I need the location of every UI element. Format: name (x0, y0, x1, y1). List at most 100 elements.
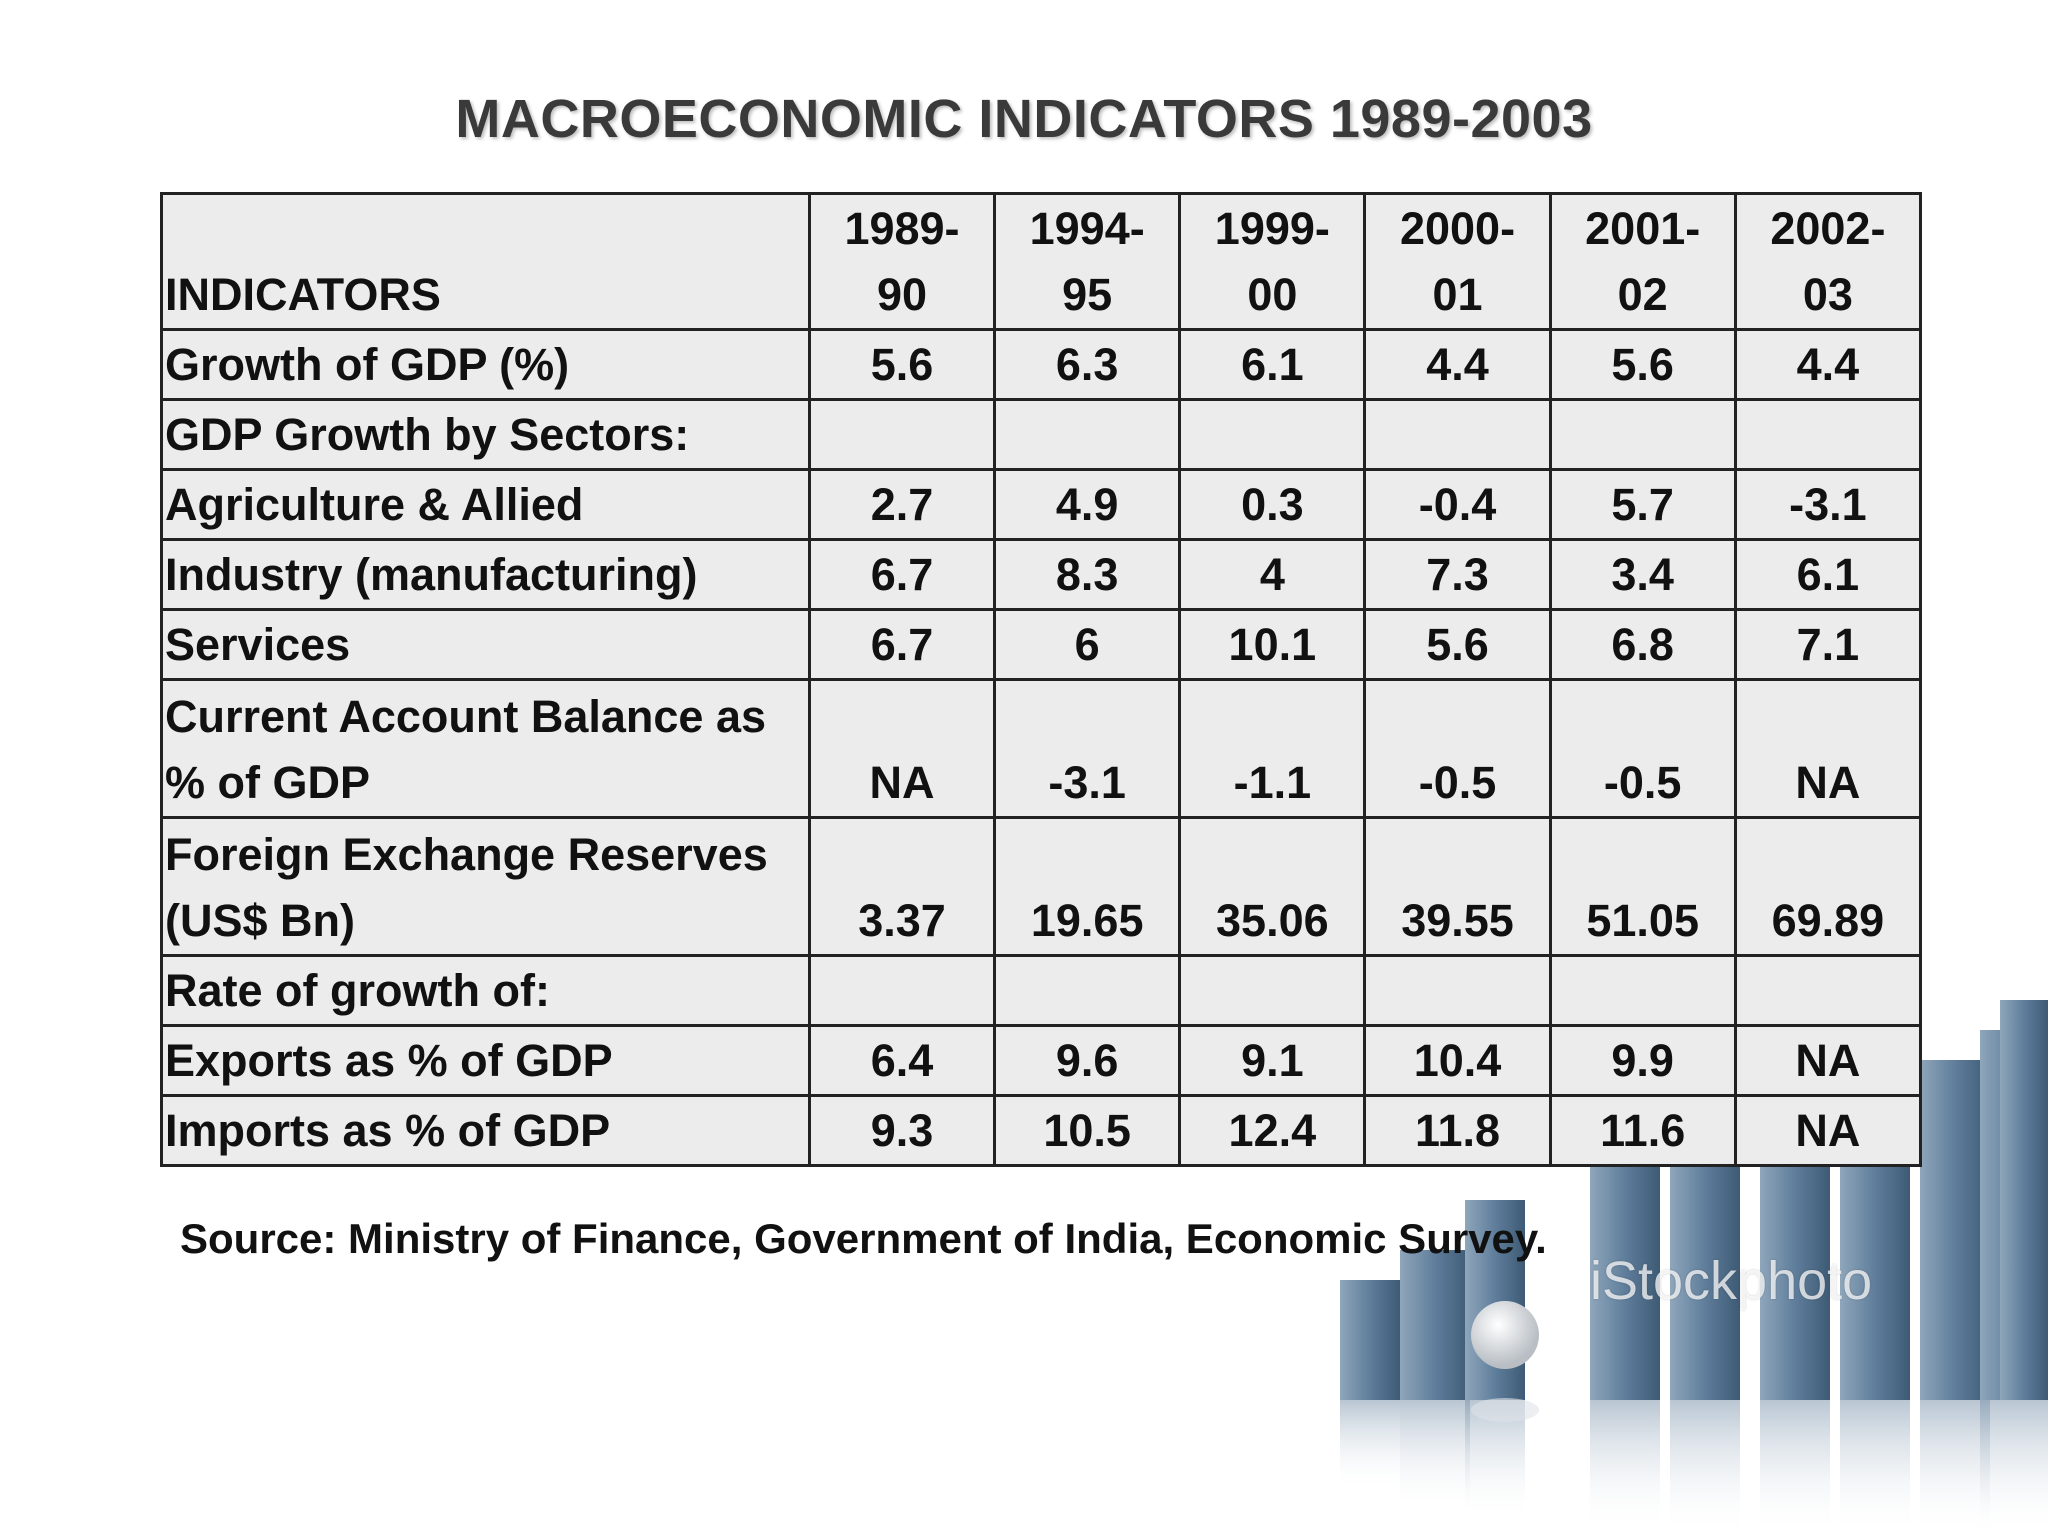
row-label-text: Industry (manufacturing) (165, 549, 698, 600)
row-label: Exports as % of GDP (160, 1024, 811, 1097)
table-cell: 7.3 (1363, 538, 1552, 611)
row-label-text: Services (165, 619, 351, 670)
table-cell: 12.4 (1178, 1094, 1367, 1167)
table-cell: -1.1 (1178, 678, 1367, 819)
year-header-line: 01 (1432, 269, 1483, 320)
row-label-text: Imports as % of GDP (165, 1105, 611, 1156)
table-cell: 5.6 (807, 328, 997, 401)
table-cell: NA (1733, 1024, 1923, 1097)
table-cell (1733, 398, 1923, 471)
watermark: iStockphoto (1590, 1251, 1873, 1311)
table-row: Imports as % of GDP 9.3 10.5 12.4 11.8 1… (160, 1094, 1923, 1167)
table-cell (1548, 398, 1737, 471)
table-row: Agriculture & Allied 2.7 4.9 0.3 -0.4 5.… (160, 468, 1923, 541)
table-cell: 10.1 (1178, 608, 1367, 681)
source-note: Source: Ministry of Finance, Government … (180, 1215, 1547, 1262)
table-row: Current Account Balance as % of GDP NA -… (160, 678, 1923, 819)
table-cell: 35.06 (1178, 816, 1367, 957)
row-label-text: Foreign Exchange Reserves (165, 829, 768, 880)
table-cell: 6.3 (993, 328, 1182, 401)
table-cell: 2.7 (807, 468, 997, 541)
indicators-header-label: INDICATORS (165, 269, 441, 320)
table-cell (1363, 954, 1552, 1027)
year-header-line: 2000- (1399, 203, 1516, 254)
table-cell: NA (807, 678, 997, 819)
table-row: Industry (manufacturing) 6.7 8.3 4 7.3 3… (160, 538, 1923, 611)
indicators-table: INDICATORS 1989- 90 1994- 95 1999- 00 20… (160, 192, 1923, 1167)
table-cell: 8.3 (993, 538, 1182, 611)
year-header: 1989- 90 (807, 192, 997, 331)
year-header-line: 2002- (1770, 203, 1886, 254)
row-label: Growth of GDP (%) (160, 328, 811, 401)
row-label-text: Exports as % of GDP (165, 1035, 613, 1086)
bar-chart-decoration-icon (1340, 1000, 2048, 1536)
row-label: Agriculture & Allied (160, 468, 811, 541)
indicators-header: INDICATORS (160, 192, 811, 331)
table-cell: 11.8 (1363, 1094, 1552, 1167)
table-row: Exports as % of GDP 6.4 9.6 9.1 10.4 9.9… (160, 1024, 1923, 1097)
table-cell (993, 398, 1182, 471)
row-label-text: % of GDP (165, 757, 371, 808)
year-header: 2002- 03 (1733, 192, 1923, 331)
year-header: 2000- 01 (1363, 192, 1552, 331)
table-row: Rate of growth of: (160, 954, 1923, 1027)
row-label: GDP Growth by Sectors: (160, 398, 811, 471)
table-row: GDP Growth by Sectors: (160, 398, 1923, 471)
table-cell: 5.6 (1363, 608, 1552, 681)
row-label: Foreign Exchange Reserves (US$ Bn) (160, 816, 811, 957)
row-label-text: Agriculture & Allied (165, 479, 584, 530)
row-label-text: Current Account Balance as (165, 691, 766, 742)
table-cell: 51.05 (1548, 816, 1737, 957)
table-cell: 6.7 (807, 608, 997, 681)
row-label-text: Rate of growth of: (165, 965, 550, 1016)
year-header-line: 2001- (1585, 203, 1701, 254)
row-label: Imports as % of GDP (160, 1094, 811, 1167)
table-cell: 5.6 (1548, 328, 1737, 401)
table-cell: NA (1733, 1094, 1923, 1167)
table-cell: 6.8 (1548, 608, 1737, 681)
table-cell: -0.4 (1363, 468, 1552, 541)
year-header-line: 02 (1617, 269, 1668, 320)
year-header-line: 90 (876, 269, 928, 320)
row-label-text: (US$ Bn) (165, 895, 355, 946)
table-cell (807, 398, 997, 471)
row-label: Current Account Balance as % of GDP (160, 678, 811, 819)
row-label: Rate of growth of: (160, 954, 811, 1027)
table-cell: NA (1733, 678, 1923, 819)
table-cell (1178, 398, 1367, 471)
table-cell: 0.3 (1178, 468, 1367, 541)
table-cell: 7.1 (1733, 608, 1923, 681)
table-cell: 9.3 (807, 1094, 997, 1167)
table-cell: 4 (1178, 538, 1367, 611)
table-cell: 10.5 (993, 1094, 1182, 1167)
table-cell: -3.1 (1733, 468, 1923, 541)
table-cell: 39.55 (1363, 816, 1552, 957)
year-header: 2001- 02 (1548, 192, 1737, 331)
table-cell (993, 954, 1182, 1027)
table-cell: 10.4 (1363, 1024, 1552, 1097)
table-cell (1548, 954, 1737, 1027)
table-cell: 4.4 (1363, 328, 1552, 401)
slide-title: MACROECONOMIC INDICATORS 1989-2003 (455, 89, 1593, 149)
table-cell: 3.37 (807, 816, 997, 957)
table-cell: 6.7 (807, 538, 997, 611)
year-header-line: 1994- (1029, 203, 1145, 254)
table-cell: 6.4 (807, 1024, 997, 1097)
table-cell: 69.89 (1733, 816, 1923, 957)
table-row: Growth of GDP (%) 5.6 6.3 6.1 4.4 5.6 4.… (160, 328, 1923, 401)
table-cell: 4.4 (1733, 328, 1923, 401)
year-header-line: 03 (1802, 269, 1853, 320)
table-cell: 4.9 (993, 468, 1182, 541)
year-header-line: 00 (1247, 269, 1298, 320)
table-cell: -0.5 (1363, 678, 1552, 819)
table-cell (807, 954, 997, 1027)
table-cell: 6.1 (1178, 328, 1367, 401)
table-cell: 9.9 (1548, 1024, 1737, 1097)
table-row: Foreign Exchange Reserves (US$ Bn) 3.37 … (160, 816, 1923, 957)
table-cell: 3.4 (1548, 538, 1737, 611)
table-header-row: INDICATORS 1989- 90 1994- 95 1999- 00 20… (160, 192, 1923, 331)
table-cell: 5.7 (1548, 468, 1737, 541)
row-label: Industry (manufacturing) (160, 538, 811, 611)
table-cell: 6 (993, 608, 1182, 681)
row-label-text: GDP Growth by Sectors: (165, 409, 690, 460)
